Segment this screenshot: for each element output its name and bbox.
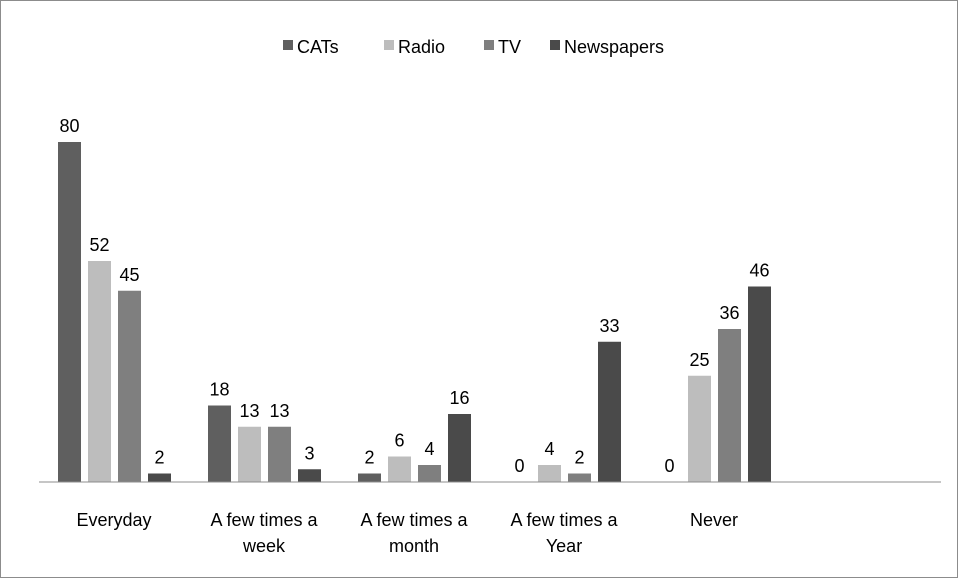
category-label-4-0: Never xyxy=(690,510,738,530)
bar-4-3 xyxy=(748,287,771,483)
legend-swatch-2 xyxy=(484,40,494,50)
data-label-3-2: 2 xyxy=(574,448,584,468)
category-label-1-1: week xyxy=(242,536,286,556)
data-label-4-0: 0 xyxy=(664,456,674,476)
data-label-2-2: 4 xyxy=(424,439,434,459)
legend-label-3: Newspapers xyxy=(564,37,664,57)
data-label-1-1: 13 xyxy=(239,401,259,421)
data-label-4-3: 46 xyxy=(749,261,769,281)
category-label-3-1: Year xyxy=(546,536,582,556)
bar-2-1 xyxy=(388,457,411,483)
data-label-2-3: 16 xyxy=(449,388,469,408)
data-label-0-1: 52 xyxy=(89,235,109,255)
data-label-1-0: 18 xyxy=(209,380,229,400)
data-label-0-0: 80 xyxy=(59,116,79,136)
bar-1-1 xyxy=(238,427,261,482)
category-label-3-0: A few times a xyxy=(510,510,618,530)
bar-2-2 xyxy=(418,465,441,482)
legend-label-1: Radio xyxy=(398,37,445,57)
data-label-0-2: 45 xyxy=(119,265,139,285)
category-label-0-0: Everyday xyxy=(76,510,151,530)
bar-1-3 xyxy=(298,469,321,482)
category-label-1-0: A few times a xyxy=(210,510,318,530)
bar-2-0 xyxy=(358,474,381,483)
data-label-0-3: 2 xyxy=(154,448,164,468)
bar-3-2 xyxy=(568,474,591,483)
bar-0-1 xyxy=(88,261,111,482)
bar-0-3 xyxy=(148,474,171,483)
legend-label-2: TV xyxy=(498,37,521,57)
data-label-1-2: 13 xyxy=(269,401,289,421)
data-label-3-1: 4 xyxy=(544,439,554,459)
legend-swatch-1 xyxy=(384,40,394,50)
bar-4-2 xyxy=(718,329,741,482)
bar-0-0 xyxy=(58,142,81,482)
category-label-2-0: A few times a xyxy=(360,510,468,530)
data-label-1-3: 3 xyxy=(304,443,314,463)
legend-swatch-3 xyxy=(550,40,560,50)
data-label-3-3: 33 xyxy=(599,316,619,336)
bar-1-2 xyxy=(268,427,291,482)
bar-0-2 xyxy=(118,291,141,482)
bar-3-3 xyxy=(598,342,621,482)
bar-1-0 xyxy=(208,406,231,483)
data-label-4-2: 36 xyxy=(719,303,739,323)
category-label-2-1: month xyxy=(389,536,439,556)
data-label-4-1: 25 xyxy=(689,350,709,370)
bar-4-1 xyxy=(688,376,711,482)
legend-label-0: CATs xyxy=(297,37,339,57)
data-label-3-0: 0 xyxy=(514,456,524,476)
legend-swatch-0 xyxy=(283,40,293,50)
data-label-2-0: 2 xyxy=(364,448,374,468)
bar-3-1 xyxy=(538,465,561,482)
data-label-2-1: 6 xyxy=(394,431,404,451)
bar-2-3 xyxy=(448,414,471,482)
